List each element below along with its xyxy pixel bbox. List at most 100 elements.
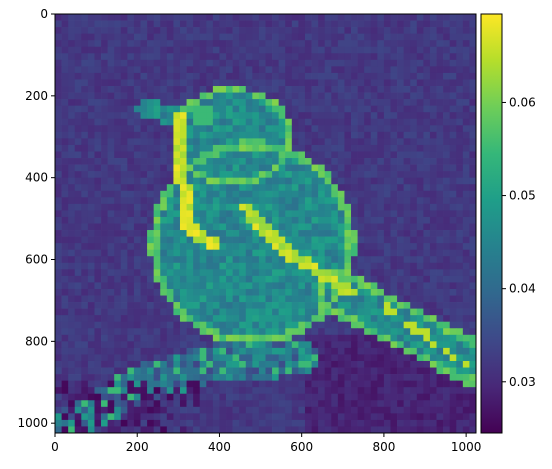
heatmap-cell: [212, 210, 220, 218]
heatmap-cell: [153, 138, 161, 146]
heatmap-cell: [364, 20, 372, 28]
heatmap-cell: [443, 334, 451, 342]
heatmap-cell: [173, 249, 181, 257]
heatmap-cell: [410, 66, 418, 74]
heatmap-cell: [357, 40, 365, 48]
heatmap-cell: [245, 256, 253, 264]
heatmap-cell: [199, 256, 207, 264]
heatmap-cell: [337, 334, 345, 342]
heatmap-cell: [153, 158, 161, 165]
heatmap-cell: [239, 125, 247, 133]
heatmap-cell: [351, 131, 358, 139]
heatmap-cell: [252, 328, 260, 336]
heatmap-cell: [166, 59, 174, 67]
x-tick-label: 400: [208, 440, 231, 454]
heatmap-cell: [74, 59, 82, 67]
heatmap-cell: [272, 197, 280, 205]
heatmap-cell: [462, 367, 470, 375]
heatmap-cell: [226, 144, 233, 152]
heatmap-cell: [456, 243, 464, 251]
heatmap-cell: [383, 288, 391, 296]
heatmap-cell: [397, 177, 404, 185]
x-tick-label: 0: [51, 440, 59, 454]
heatmap-cell: [186, 33, 194, 41]
heatmap-cell: [206, 223, 214, 231]
heatmap-cell: [239, 243, 247, 251]
heatmap-cell: [469, 33, 477, 41]
heatmap-cell: [390, 302, 398, 309]
heatmap-cell: [68, 223, 76, 231]
heatmap-cell: [212, 269, 220, 277]
heatmap-cell: [272, 151, 280, 159]
heatmap-cell: [278, 321, 286, 329]
heatmap-cell: [298, 262, 306, 270]
heatmap-cell: [351, 328, 358, 336]
heatmap-cell: [462, 341, 470, 349]
heatmap-cell: [55, 400, 62, 408]
heatmap-cell: [232, 164, 240, 172]
heatmap-cell: [68, 243, 76, 251]
heatmap-cell: [160, 288, 168, 296]
heatmap-cell: [245, 393, 253, 401]
heatmap-cell: [219, 426, 227, 434]
heatmap-cell: [364, 341, 372, 349]
heatmap-cell: [324, 393, 332, 401]
heatmap-cell: [377, 341, 385, 349]
heatmap-cell: [364, 354, 372, 362]
heatmap-cell: [87, 40, 95, 48]
heatmap-cell: [245, 374, 253, 381]
heatmap-cell: [390, 262, 398, 270]
heatmap-cell: [252, 216, 260, 224]
heatmap-cell: [357, 426, 365, 434]
heatmap-cell: [186, 131, 194, 139]
heatmap-cell: [298, 99, 306, 107]
heatmap-cell: [114, 380, 122, 388]
heatmap-cell: [443, 184, 451, 192]
heatmap-cell: [469, 20, 477, 28]
heatmap-cell: [252, 125, 260, 133]
heatmap-cell: [449, 131, 457, 139]
heatmap-cell: [219, 40, 227, 48]
heatmap-cell: [226, 380, 233, 388]
heatmap-cell: [291, 387, 299, 395]
heatmap-cell: [68, 426, 76, 434]
heatmap-cell: [291, 295, 299, 303]
heatmap-cell: [245, 131, 253, 139]
heatmap-cell: [278, 40, 286, 48]
heatmap-cell: [429, 27, 437, 34]
heatmap-cell: [147, 308, 155, 316]
heatmap-cell: [87, 46, 95, 54]
heatmap-cell: [462, 131, 470, 139]
heatmap-cell: [318, 171, 326, 179]
heatmap-cell: [272, 33, 280, 41]
heatmap-cell: [285, 184, 293, 192]
heatmap-cell: [160, 406, 168, 414]
heatmap-cell: [383, 236, 391, 244]
heatmap-cell: [410, 131, 418, 139]
heatmap-cell: [357, 99, 365, 107]
heatmap-cell: [68, 46, 76, 54]
heatmap-cell: [199, 374, 207, 381]
heatmap-cell: [410, 354, 418, 362]
heatmap-cell: [462, 210, 470, 218]
heatmap-cell: [423, 269, 431, 277]
heatmap-cell: [383, 197, 391, 205]
heatmap-cell: [443, 328, 451, 336]
heatmap-cell: [206, 367, 214, 375]
heatmap-cell: [173, 367, 181, 375]
heatmap-cell: [74, 262, 82, 270]
heatmap-cell: [55, 177, 62, 185]
heatmap-cell: [429, 125, 437, 133]
heatmap-cell: [87, 144, 95, 152]
heatmap-cell: [147, 79, 155, 87]
heatmap-cell: [331, 53, 339, 61]
heatmap-cell: [206, 79, 214, 87]
heatmap-cell: [252, 256, 260, 264]
heatmap-cell: [456, 66, 464, 74]
heatmap-cell: [344, 177, 352, 185]
heatmap-cell: [179, 295, 187, 303]
heatmap-cell: [160, 387, 168, 395]
heatmap-cell: [81, 230, 89, 237]
heatmap-cell: [429, 105, 437, 113]
heatmap-cell: [291, 131, 299, 139]
